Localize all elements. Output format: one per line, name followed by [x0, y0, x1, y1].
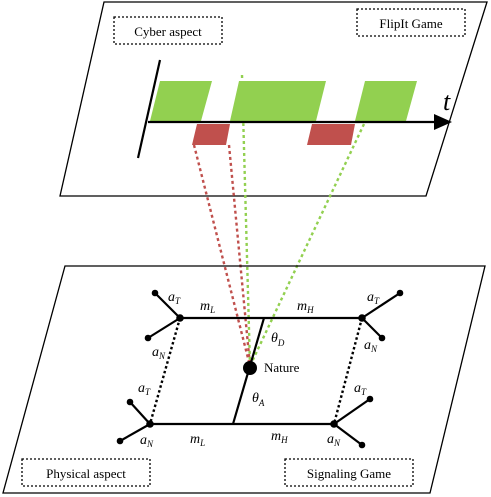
time-axis-label: t: [443, 87, 451, 116]
branch: [154, 292, 181, 319]
branch: [361, 292, 401, 319]
leaf-node: [358, 441, 366, 449]
physical-plane: [2, 265, 486, 494]
flipit-game-label: FlipIt Game: [379, 16, 442, 31]
leaf-node: [126, 398, 134, 406]
branch: [333, 398, 371, 425]
a-n-label: aN: [364, 338, 378, 354]
branch: [361, 317, 383, 339]
receiver-node: [146, 420, 154, 428]
theta-a-label: θA: [252, 391, 265, 408]
branch: [119, 423, 151, 442]
attacker-projection-line: [192, 144, 252, 367]
leaf-node: [151, 289, 159, 297]
m-h-bottom-label: mH: [271, 429, 288, 445]
nature-label: Nature: [264, 360, 300, 375]
branch: [147, 317, 181, 339]
a-t-label: aT: [354, 381, 367, 397]
attacker-interval: [192, 124, 230, 145]
a-n-label: aN: [140, 433, 154, 449]
leaf-node: [378, 334, 386, 342]
leaf-node: [116, 437, 124, 445]
a-t-label: aT: [367, 290, 380, 306]
nature-node: [243, 361, 257, 375]
receiver-node: [358, 314, 366, 322]
receiver-node: [176, 314, 184, 322]
time-axis-arrow-icon: [434, 114, 452, 130]
right-information-set: [332, 317, 364, 425]
cyber-aspect-label: Cyber aspect: [134, 24, 202, 39]
a-t-label: aT: [168, 290, 181, 306]
a-n-label: aN: [152, 345, 166, 361]
a-n-label: aN: [327, 432, 341, 448]
leaf-node: [144, 334, 152, 342]
defender-interval: [355, 81, 417, 121]
leaf-node: [396, 289, 404, 297]
signaling-game-box: [284, 458, 414, 487]
m-l-top-label: mL: [200, 299, 215, 315]
a-t-label: aT: [138, 381, 151, 397]
defender-projection-line: [248, 123, 366, 367]
defender-interval: [230, 81, 326, 121]
defender-interval: [150, 81, 212, 121]
attacker-projection-line: [227, 144, 252, 367]
left-information-set: [148, 317, 182, 425]
theta-d-label: θD: [271, 331, 285, 348]
physical-aspect-box: [21, 458, 151, 487]
flipit-game-box: [356, 8, 466, 37]
m-l-bottom-label: mL: [190, 432, 205, 448]
cyber-aspect-box: [113, 16, 223, 45]
receiver-node: [330, 420, 338, 428]
physical-aspect-label: Physical aspect: [46, 466, 126, 481]
signaling-game-label: Signaling Game: [307, 466, 391, 481]
branch: [333, 423, 363, 446]
leaf-node: [366, 395, 374, 403]
attacker-interval: [307, 124, 355, 145]
cyber-vertical-axis: [136, 59, 162, 159]
branch: [129, 401, 151, 425]
m-h-top-label: mH: [297, 299, 314, 315]
